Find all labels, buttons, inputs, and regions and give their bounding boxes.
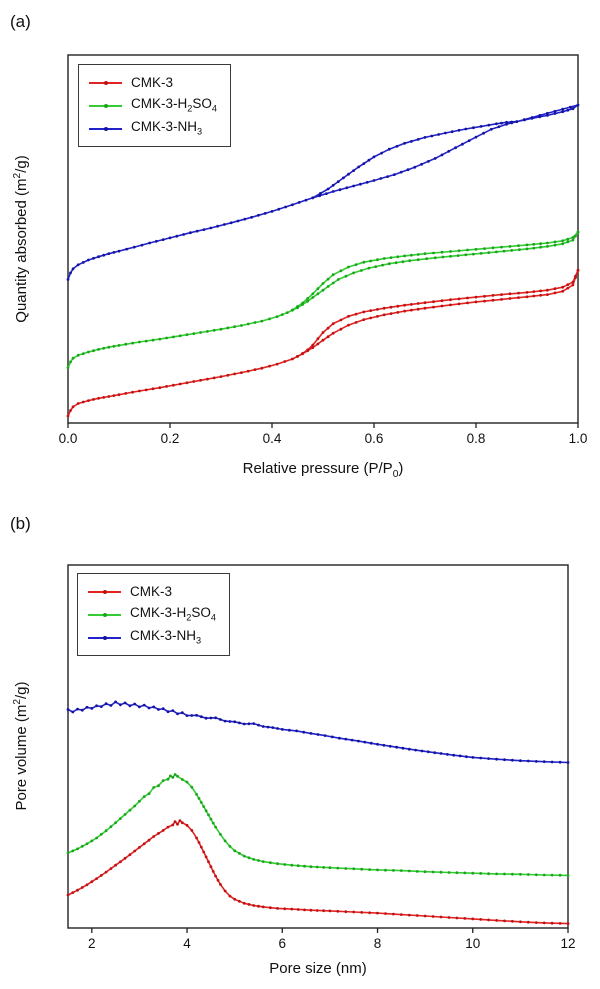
cmk-3-nh3-curve-a	[67, 104, 579, 281]
panel-a-x-tick-label: 0.8	[466, 431, 486, 446]
panel-a-x-tick-label: 0.6	[364, 431, 384, 446]
legend-item-cmk-3: CMK-3	[88, 580, 229, 603]
legend-marker-dot	[103, 126, 108, 131]
panel-b-x-axis-title: Pore size (nm)	[269, 960, 367, 977]
panel-a-plot-border	[67, 54, 579, 424]
legend-marker-dot	[102, 589, 107, 594]
legend-marker-dot	[102, 612, 107, 617]
cmk-3-h2so4-markers-b	[66, 773, 570, 877]
legend-marker-dot	[103, 103, 108, 108]
panel-b-x-tick-label: 6	[278, 936, 287, 951]
cmk-3-curve-b	[67, 819, 569, 925]
panel-b-plot-border	[67, 564, 569, 929]
panel-a-x-tick-label: 1.0	[568, 431, 588, 446]
panel-b-x-tick-label: 10	[465, 936, 481, 951]
cmk-3-h2so4-markers-a	[66, 230, 580, 370]
cmk-3-curve-a	[67, 269, 579, 417]
panel-a-label: (a)	[10, 12, 31, 31]
panel-b-label: (b)	[10, 514, 31, 533]
legend-item-cmk-3-nh3: CMK-3-NH3	[88, 626, 229, 649]
legend-line-sample	[89, 80, 122, 85]
legend-line-sample	[89, 126, 122, 131]
legend-line-sample	[88, 589, 121, 594]
panel-b-x-tick-label: 8	[373, 936, 382, 951]
panel-a-legend: CMK-3 CMK-3-H2SO4 CMK-3-NH3	[78, 64, 231, 147]
legend-item-label: CMK-3	[131, 74, 174, 90]
legend-line-sample	[89, 103, 122, 108]
panel-b-y-axis-title: Pore volume (m2/g)	[12, 681, 30, 811]
cmk-3-nh3-markers-b	[66, 700, 570, 764]
legend-item-cmk-3-h2so4: CMK-3-H2SO4	[89, 94, 230, 117]
legend-item-cmk-3-nh3: CMK-3-NH3	[89, 117, 230, 140]
cmk-3-markers-a	[66, 268, 580, 418]
cmk-3-h2so4-curve-b	[67, 773, 569, 877]
legend-item-label: CMK-3-NH3	[131, 119, 203, 137]
legend-marker-dot	[103, 80, 108, 85]
panel-b-x-tick-label: 2	[88, 936, 96, 951]
panel-b-legend: CMK-3 CMK-3-H2SO4 CMK-3-NH3	[77, 573, 230, 656]
legend-line-sample	[88, 635, 121, 640]
cmk-3-nh3-curve-b	[67, 701, 569, 764]
panel-a-x-tick-label: 0.4	[262, 431, 282, 446]
legend-item-label: CMK-3-H2SO4	[131, 96, 217, 114]
legend-item-label: CMK-3-H2SO4	[130, 605, 216, 623]
legend-item-cmk-3-h2so4: CMK-3-H2SO4	[88, 603, 229, 626]
legend-line-sample	[88, 612, 121, 617]
legend-item-label: CMK-3-NH3	[130, 628, 202, 646]
panel-a-y-axis-title: Quantity absorbed (m2/g)	[12, 155, 30, 323]
cmk-3-nh3-markers-a	[66, 103, 580, 281]
panel-a-x-axis-title: Relative pressure (P/P0)	[242, 460, 404, 480]
panel-a-x-tick-label: 0.0	[58, 431, 78, 446]
panel-b-x-tick-label: 12	[560, 936, 576, 951]
panel-b-x-tick-label: 4	[183, 936, 191, 951]
legend-marker-dot	[102, 635, 107, 640]
legend-item-label: CMK-3	[130, 583, 173, 599]
panel-a-x-tick-label: 0.2	[160, 431, 180, 446]
cmk-3-markers-b	[66, 819, 570, 925]
legend-item-cmk-3: CMK-3	[89, 71, 230, 94]
